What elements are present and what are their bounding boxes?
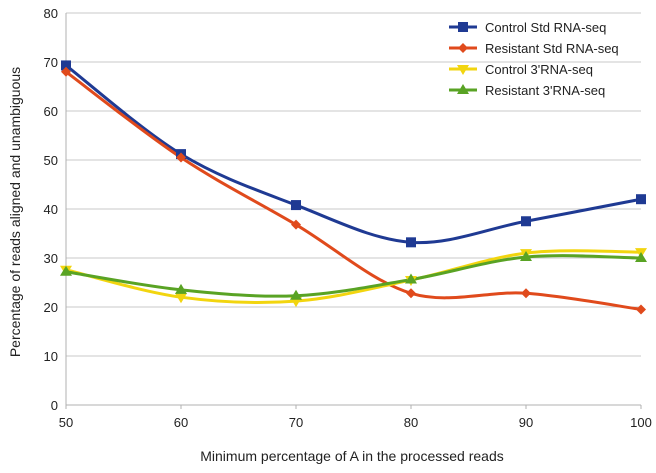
data-point-resistant-3-rna-seq xyxy=(290,289,302,300)
legend: Control Std RNA-seq Resistant Std RNA-seq… xyxy=(449,20,619,98)
legend-label-control-std-rna-seq: Control Std RNA-seq xyxy=(485,20,606,35)
series-lines xyxy=(64,63,643,311)
data-point-resistant-std-rna-seq xyxy=(406,288,416,299)
data-point-resistant-3-rna-seq xyxy=(175,283,187,294)
series-line-resistant-std-rna-seq xyxy=(64,70,643,311)
data-point-control-3-rna-seq xyxy=(175,293,187,304)
x-tick-label: 70 xyxy=(289,415,303,430)
x-tick-label: 60 xyxy=(174,415,188,430)
series-line-control-std-rna-seq xyxy=(64,63,643,245)
y-tick-label: 20 xyxy=(44,300,58,315)
legend-label-control-3-rna-seq: Control 3'RNA-seq xyxy=(485,62,593,77)
series-line-resistant-3-rna-seq xyxy=(64,254,643,298)
y-tick-label: 10 xyxy=(44,349,58,364)
data-point-control-std-rna-seq xyxy=(406,237,416,248)
x-tick-label: 90 xyxy=(519,415,533,430)
data-point-control-std-rna-seq xyxy=(521,216,531,227)
y-tick-label: 0 xyxy=(51,398,58,413)
y-tick-label: 50 xyxy=(44,153,58,168)
legend-swatch-marker-control-3-rna-seq xyxy=(457,65,469,75)
data-point-resistant-std-rna-seq xyxy=(636,304,646,315)
x-axis-label: Minimum percentage of A in the processed… xyxy=(200,448,504,464)
grid-lines xyxy=(66,12,641,406)
y-tick-label: 70 xyxy=(44,55,58,70)
data-point-resistant-3-rna-seq xyxy=(520,251,532,262)
y-tick-label: 80 xyxy=(44,6,58,21)
series-markers xyxy=(60,60,647,315)
data-point-resistant-std-rna-seq xyxy=(521,288,531,299)
y-tick-label: 40 xyxy=(44,202,58,217)
series-line-control-3-rna-seq xyxy=(64,249,643,305)
data-point-resistant-std-rna-seq xyxy=(291,219,301,230)
x-tick-labels: 50 60 70 80 90 100 xyxy=(59,415,652,430)
legend-swatch-marker-resistant-3-rna-seq xyxy=(457,84,469,94)
y-tick-label: 60 xyxy=(44,104,58,119)
data-point-resistant-3-rna-seq xyxy=(60,265,72,276)
data-point-resistant-3-rna-seq xyxy=(405,273,417,284)
legend-swatch-marker-resistant-std-rna-seq xyxy=(458,43,468,53)
y-axis-label: Percentage of reads aligned and unambigu… xyxy=(7,67,23,357)
legend-label-resistant-3-rna-seq: Resistant 3'RNA-seq xyxy=(485,83,605,98)
data-point-control-std-rna-seq xyxy=(291,200,301,211)
data-point-control-std-rna-seq xyxy=(61,60,71,71)
y-tick-labels: 0 10 20 30 40 50 60 70 80 xyxy=(44,6,58,413)
data-point-resistant-std-rna-seq xyxy=(176,152,186,163)
x-tick-label: 100 xyxy=(630,415,652,430)
x-tick-label: 50 xyxy=(59,415,73,430)
data-point-resistant-std-rna-seq xyxy=(61,66,71,77)
data-point-resistant-3-rna-seq xyxy=(635,252,647,262)
axes xyxy=(65,13,642,409)
x-tick-label: 80 xyxy=(404,415,418,430)
data-point-control-std-rna-seq xyxy=(636,194,646,205)
y-tick-label: 30 xyxy=(44,251,58,266)
legend-swatch-marker-control-std-rna-seq xyxy=(458,22,468,32)
legend-label-resistant-std-rna-seq: Resistant Std RNA-seq xyxy=(485,41,619,56)
